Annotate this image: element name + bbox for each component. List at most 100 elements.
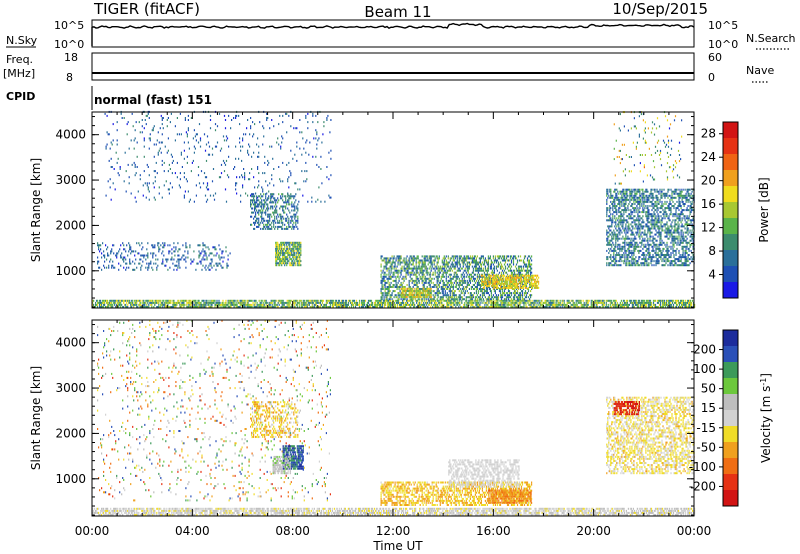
- data-cell: [189, 198, 191, 201]
- data-cell: [395, 286, 397, 288]
- data-cell: [612, 306, 614, 308]
- data-cell: [654, 306, 657, 308]
- data-cell: [442, 271, 444, 274]
- data-cell: [126, 306, 128, 308]
- data-cell: [573, 306, 575, 308]
- data-cell: [644, 303, 646, 306]
- data-cell: [430, 279, 432, 282]
- data-cell: [263, 217, 265, 220]
- data-cell: [339, 306, 341, 308]
- data-cell: [446, 271, 448, 274]
- data-cell: [418, 298, 420, 301]
- data-cell: [214, 246, 216, 249]
- data-cell: [209, 306, 211, 308]
- data-cell: [487, 261, 489, 264]
- data-cell: [138, 299, 140, 302]
- data-cell: [464, 292, 466, 295]
- data-cell: [143, 139, 145, 142]
- data-cell: [261, 186, 263, 189]
- data-cell: [429, 286, 431, 288]
- data-cell: [207, 266, 209, 269]
- data-cell: [510, 261, 513, 264]
- data-cell: [431, 277, 433, 280]
- data-cell: [465, 259, 467, 262]
- data-cell: [443, 281, 445, 284]
- data-cell: [461, 261, 463, 264]
- data-cell: [381, 277, 383, 280]
- data-cell: [449, 288, 451, 290]
- data-cell: [384, 303, 386, 306]
- data-cell: [206, 258, 208, 261]
- data-cell: [300, 245, 302, 248]
- data-cell: [282, 221, 284, 224]
- data-cell: [571, 299, 573, 302]
- data-cell: [559, 306, 561, 308]
- data-cell: [271, 301, 273, 304]
- data-cell: [133, 303, 135, 306]
- data-cell: [441, 286, 443, 288]
- data-cell: [418, 265, 420, 268]
- data-cell: [228, 306, 230, 308]
- data-cell: [195, 306, 197, 308]
- data-cell: [240, 301, 242, 304]
- data-cell: [279, 262, 281, 265]
- data-cell: [283, 201, 285, 204]
- data-cell: [101, 256, 103, 259]
- data-cell: [366, 303, 369, 306]
- data-cell: [470, 292, 472, 295]
- data-cell: [130, 252, 132, 255]
- data-cell: [288, 194, 290, 197]
- data-cell: [488, 306, 490, 308]
- data-cell: [382, 259, 384, 262]
- data-cell: [435, 286, 437, 288]
- data-cell: [391, 303, 393, 306]
- data-cell: [111, 266, 113, 269]
- data-cell: [239, 303, 241, 306]
- data-cell: [415, 275, 417, 278]
- data-cell: [425, 301, 427, 304]
- data-cell: [159, 147, 161, 150]
- data-cell: [143, 170, 145, 173]
- data-cell: [275, 241, 277, 244]
- data-cell: [280, 147, 282, 150]
- data-cell: [429, 301, 431, 304]
- data-cell: [265, 195, 267, 198]
- data-cell: [453, 301, 455, 304]
- data-cell: [151, 266, 153, 269]
- data-cell: [393, 296, 395, 299]
- data-cell: [429, 279, 431, 282]
- data-cell: [109, 178, 111, 181]
- nsearch-label: N.Search: [746, 32, 796, 45]
- data-cell: [328, 299, 330, 302]
- data-cell: [393, 261, 395, 264]
- data-cell: [386, 299, 388, 302]
- data-cell: [420, 269, 422, 272]
- data-cell: [387, 279, 389, 282]
- data-cell: [471, 301, 473, 304]
- data-cell: [220, 163, 223, 166]
- data-cell: [297, 249, 299, 252]
- data-cell: [291, 252, 293, 254]
- data-cell: [458, 269, 460, 272]
- data-cell: [463, 273, 465, 276]
- data-cell: [474, 286, 476, 288]
- data-cell: [97, 260, 99, 263]
- data-cell: [257, 186, 259, 189]
- data-cell: [423, 303, 425, 306]
- data-cell: [157, 306, 159, 308]
- data-cell: [250, 223, 252, 226]
- data-cell: [151, 299, 153, 302]
- data-cell: [205, 254, 207, 257]
- data-cell: [332, 299, 334, 302]
- data-cell: [282, 121, 284, 124]
- data-cell: [656, 299, 659, 302]
- data-cell: [133, 306, 135, 308]
- data-cell: [428, 290, 430, 293]
- data-cell: [434, 296, 436, 299]
- data-cell: [139, 299, 141, 302]
- data-cell: [513, 303, 515, 306]
- data-cell: [188, 303, 190, 306]
- data-cell: [275, 260, 277, 263]
- data-cell: [128, 301, 130, 304]
- data-cell: [344, 299, 346, 302]
